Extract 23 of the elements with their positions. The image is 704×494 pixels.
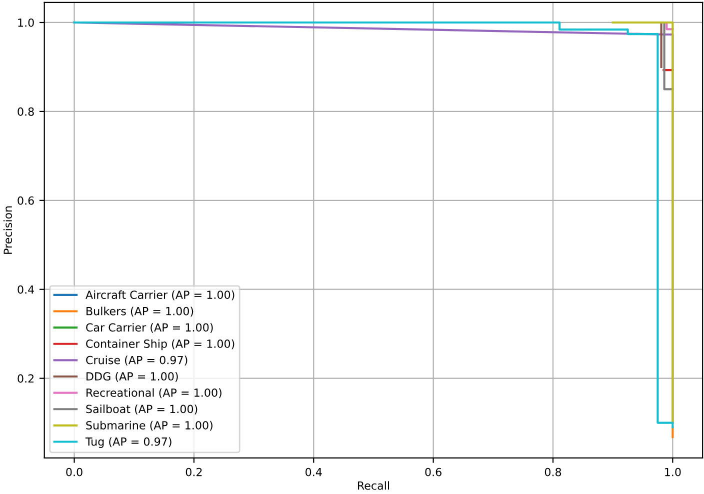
y-axis-title: Precision <box>3 206 12 254</box>
legend-label: Cruise (AP = 0.97) <box>86 356 188 366</box>
legend-label: DDG (AP = 1.00) <box>86 372 178 382</box>
legend-label: Container Ship (AP = 1.00) <box>86 339 234 350</box>
legend-label: Car Carrier (AP = 1.00) <box>86 323 213 333</box>
legend-label: Bulkers (AP = 1.00) <box>86 306 194 317</box>
legend-label: Submarine (AP = 1.00) <box>86 420 212 431</box>
x-tick-label: 0.2 <box>186 468 202 476</box>
x-tick-label: 0.6 <box>425 468 442 476</box>
legend-label: Tug (AP = 0.97) <box>85 437 172 448</box>
y-tick-label: 0.8 <box>18 107 34 116</box>
x-tick-label: 0.8 <box>544 468 562 476</box>
x-tick-label: 0.0 <box>66 468 82 476</box>
x-axis-title: Recall <box>358 481 390 490</box>
x-tick-label: 1.0 <box>665 468 681 476</box>
y-tick-label: 0.6 <box>18 196 34 205</box>
x-tick-label: 0.4 <box>306 468 322 476</box>
legend-label: Aircraft Carrier (AP = 1.00) <box>86 290 234 300</box>
legend-label: Sailboat (AP = 1.00) <box>86 404 198 414</box>
y-tick-label: 0.2 <box>18 374 34 383</box>
legend-label: Recreational (AP = 1.00) <box>86 388 222 398</box>
y-tick-label: 1.0 <box>18 18 34 27</box>
y-tick-label: 0.4 <box>18 285 34 294</box>
